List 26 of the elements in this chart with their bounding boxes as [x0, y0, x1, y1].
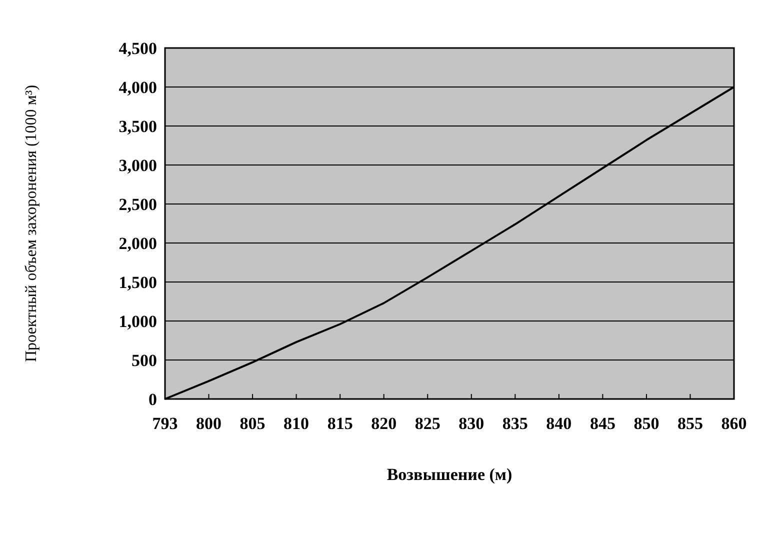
x-tick-label: 840	[546, 414, 572, 433]
x-axis-title: Возвышение (м)	[386, 465, 512, 484]
x-tick-label: 820	[371, 414, 397, 433]
x-tick-label: 810	[284, 414, 310, 433]
y-tick-label: 2,000	[118, 234, 157, 253]
y-tick-label: 3,000	[118, 156, 157, 175]
x-tick-label: 835	[502, 414, 528, 433]
x-tick-label: 850	[634, 414, 660, 433]
y-tick-label: 2,500	[118, 195, 157, 214]
x-tick-label: 800	[196, 414, 222, 433]
x-tick-label: 845	[590, 414, 616, 433]
y-tick-label: 500	[132, 351, 157, 370]
y-tick-label: 1,500	[118, 273, 157, 292]
x-tick-label: 815	[327, 414, 353, 433]
x-tick-label: 805	[240, 414, 266, 433]
x-tick-label: 860	[721, 414, 747, 433]
x-tick-label: 793	[152, 414, 178, 433]
x-tick-label: 855	[677, 414, 703, 433]
y-tick-label: 0	[148, 390, 157, 409]
x-tick-label: 825	[414, 414, 440, 433]
y-tick-label: 1,000	[118, 312, 157, 331]
y-tick-label: 4,000	[118, 78, 157, 97]
y-tick-label: 4,500	[118, 39, 157, 58]
y-tick-label: 3,500	[118, 117, 157, 136]
x-tick-label: 830	[458, 414, 484, 433]
y-axis-title: Проектный объем захоронения (1000 м³)	[23, 84, 40, 362]
